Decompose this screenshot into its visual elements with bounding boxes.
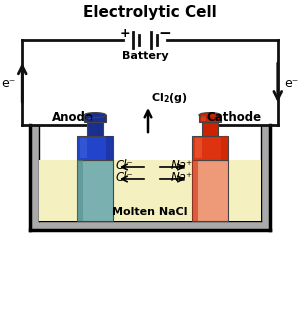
Bar xyxy=(106,136,113,160)
Bar xyxy=(84,115,106,122)
Bar xyxy=(80,138,87,158)
Bar xyxy=(199,115,221,122)
Bar xyxy=(195,138,202,158)
Bar xyxy=(39,160,261,221)
Text: Anode: Anode xyxy=(52,111,94,124)
Bar xyxy=(30,125,39,230)
Text: Na⁺: Na⁺ xyxy=(171,159,193,172)
Text: $\mathbf{Cl_2(g)}$: $\mathbf{Cl_2(g)}$ xyxy=(151,91,188,105)
Text: Cathode: Cathode xyxy=(206,111,261,124)
Bar xyxy=(192,160,228,221)
Text: e⁻: e⁻ xyxy=(284,77,299,90)
Bar xyxy=(201,116,206,121)
Text: Cl⁻: Cl⁻ xyxy=(115,159,133,172)
Ellipse shape xyxy=(199,113,221,117)
Bar xyxy=(202,122,218,136)
Text: e⁻: e⁻ xyxy=(1,77,16,90)
Bar xyxy=(192,136,228,160)
Bar xyxy=(30,221,270,230)
Text: Battery: Battery xyxy=(122,51,168,61)
Bar xyxy=(77,160,83,221)
Text: Cl⁻: Cl⁻ xyxy=(115,172,133,184)
Ellipse shape xyxy=(84,113,106,117)
Bar xyxy=(261,125,270,230)
Text: +: + xyxy=(120,27,130,40)
Bar xyxy=(77,136,113,160)
Text: Electrolytic Cell: Electrolytic Cell xyxy=(83,5,217,20)
Bar xyxy=(87,122,103,136)
Bar xyxy=(86,116,91,121)
Text: Na⁺: Na⁺ xyxy=(171,172,193,184)
Bar xyxy=(221,136,228,160)
Bar xyxy=(192,160,198,221)
Text: Molten NaCl: Molten NaCl xyxy=(112,207,188,217)
Text: −: − xyxy=(159,26,171,41)
Bar xyxy=(77,160,113,221)
